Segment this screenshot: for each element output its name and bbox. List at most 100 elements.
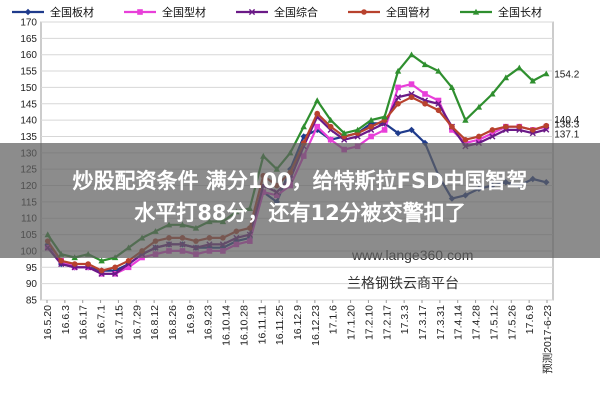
x-tick-label: 16.5.20 [42,305,54,340]
data-point [449,123,455,130]
x-tick-label: 17.2.10 [363,305,375,340]
watermark-name: 兰格钢铁云商平台 [347,275,459,291]
x-tick-label: 16.11.11 [256,305,268,344]
y-tick-label: 145 [20,99,37,110]
x-tick-label: 16.7.29 [131,305,143,340]
data-point [449,127,455,133]
data-point [435,107,442,114]
x-tick-label: 16.7.1 [96,305,108,334]
x-tick-label: 16.8.12 [149,305,161,340]
legend-item: 全国长材 [460,5,542,19]
data-point [340,130,348,136]
x-tick-label: 16.7.15 [113,305,125,340]
data-point [395,100,401,107]
data-point [71,261,78,267]
data-point [58,257,65,264]
headline-line-1: 炒股配资条件 满分100，给特斯拉FSD中国智驾 [72,169,528,193]
y-tick-label: 160 [20,50,37,61]
x-tick-label: 17.5.26 [506,305,518,340]
y-tick-label: 155 [20,67,37,78]
data-point [435,100,442,107]
data-point [314,97,321,104]
data-point [394,130,402,137]
end-value-label: 137.1 [554,130,579,141]
data-point [354,126,361,133]
data-point [112,264,118,271]
legend-marker [137,9,143,15]
legend-label: 全国综合 [274,5,318,19]
data-point [381,127,388,133]
data-point [98,267,105,274]
x-tick-label: 17.3.3 [399,305,411,334]
y-tick-label: 165 [20,34,37,45]
data-point [422,100,428,107]
data-point [314,123,321,130]
data-point [435,67,442,74]
data-point [327,123,334,130]
legend-label: 全国管材 [386,5,430,19]
data-point [408,126,415,134]
data-point [394,94,402,101]
data-point [125,264,132,271]
data-point [422,91,428,97]
end-value-label: 140.4 [554,115,579,126]
data-point [327,116,334,123]
data-point [462,116,469,123]
data-point [475,103,483,110]
y-tick-label: 90 [26,279,38,290]
data-point [448,84,456,91]
data-point [395,84,401,91]
data-point [367,116,375,123]
data-point [516,123,523,130]
data-point [368,123,374,130]
end-value-label: 154.2 [554,70,579,81]
x-tick-label: 16.10.28 [238,305,250,346]
data-point [489,127,496,133]
x-tick-label: 16.12.9 [292,305,304,340]
data-point [408,51,415,58]
legend-item: 全国型材 [124,5,206,19]
x-tick-label: 16.9.23 [203,305,215,340]
legend-label: 全国型材 [162,5,206,19]
x-tick-label: 16.6.3 [60,305,72,334]
data-point [125,257,132,264]
legend-label: 全国长材 [498,5,542,19]
x-tick-label: 17.3.17 [417,305,429,340]
x-tick-label: 17.2.17 [381,305,393,340]
legend-marker [24,8,32,16]
data-point [300,123,307,130]
data-point [476,136,482,143]
data-point [381,113,388,120]
data-point [408,94,415,101]
data-point [476,133,482,140]
legend-item: 全国管材 [348,5,430,19]
x-tick-label: 16.8.26 [167,305,179,340]
headline-line-2: 水平打88分，还有12分被交警扣了 [134,201,466,225]
x-tick-label: 16.6.17 [78,305,90,340]
data-point [112,270,119,277]
data-point [421,61,429,68]
data-point [327,136,334,143]
end-value-label: 138.3 [554,120,579,131]
data-point [98,257,105,264]
headline-banner [0,143,600,258]
data-point [408,81,415,87]
data-point [314,110,321,117]
data-point [502,74,510,81]
x-tick-label: 16.11.25 [274,305,286,345]
y-tick-label: 170 [20,18,37,29]
data-point [435,97,442,104]
data-point [489,90,496,97]
legend-marker [361,9,367,15]
y-tick-label: 95 [26,263,38,274]
data-point [529,77,536,84]
y-tick-label: 150 [20,83,37,94]
data-point [543,122,550,129]
data-point [85,261,91,267]
legend-item: 全国综合 [236,5,318,19]
x-tick-label: 17.1.6 [328,305,340,334]
y-tick-label: 140 [20,116,37,127]
data-point [489,130,496,136]
x-tick-label: 17.4.28 [471,305,483,340]
data-point [394,67,402,74]
